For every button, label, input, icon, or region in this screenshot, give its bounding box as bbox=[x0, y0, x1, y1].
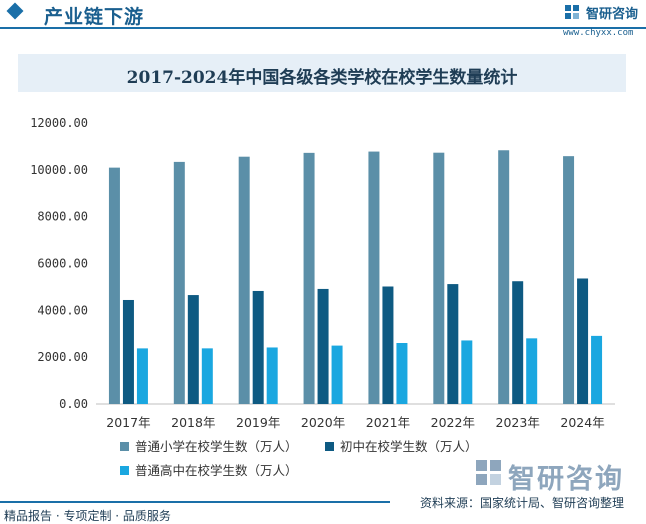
bar-series-2-1 bbox=[201, 348, 213, 404]
bar-series-0-6 bbox=[498, 150, 510, 404]
bar-series-2-2 bbox=[266, 347, 278, 404]
y-tick-label: 2000.00 bbox=[37, 350, 88, 364]
bar-series-2-0 bbox=[136, 348, 148, 404]
y-tick-label: 4000.00 bbox=[37, 303, 88, 317]
x-tick-label: 2019年 bbox=[236, 415, 280, 430]
bottom-brand-name: 智研咨询 bbox=[508, 464, 624, 495]
legend-swatch-middle bbox=[325, 442, 334, 451]
brand-mark-icon bbox=[476, 460, 501, 485]
bar-series-2-4 bbox=[396, 342, 408, 404]
legend-item-primary: 普通小学在校学生数（万人） bbox=[120, 436, 298, 455]
bar-series-0-1 bbox=[173, 161, 185, 404]
legend-label-middle: 初中在校学生数（万人） bbox=[340, 439, 478, 454]
x-tick-label: 2018年 bbox=[171, 415, 215, 430]
legend-label-primary: 普通小学在校学生数（万人） bbox=[135, 439, 298, 454]
bar-series-1-6 bbox=[512, 281, 524, 404]
legend-item-middle: 初中在校学生数（万人） bbox=[325, 436, 478, 455]
chart-title: 2017-2024年中国各级各类学校在校学生数量统计 bbox=[126, 68, 518, 88]
footer-tagline: 精品报告 · 专项定制 · 品质服务 bbox=[4, 509, 171, 523]
bar-series-0-0 bbox=[108, 167, 120, 404]
legend-swatch-high bbox=[120, 466, 129, 475]
x-tick-label: 2023年 bbox=[496, 415, 540, 430]
x-tick-label: 2022年 bbox=[431, 415, 475, 430]
bar-series-0-2 bbox=[238, 156, 250, 404]
brand-logo-icon bbox=[565, 5, 579, 19]
legend-swatch-primary bbox=[120, 442, 129, 451]
bar-series-2-6 bbox=[526, 338, 538, 404]
header-divider bbox=[0, 27, 646, 29]
bar-series-0-5 bbox=[433, 152, 445, 404]
brand-name: 智研咨询 bbox=[586, 7, 639, 22]
bar-series-2-3 bbox=[331, 345, 343, 404]
bar-series-0-7 bbox=[563, 156, 575, 404]
legend-label-high: 普通高中在校学生数（万人） bbox=[135, 463, 298, 478]
footer-source: 资料来源：国家统计局、智研咨询整理 bbox=[420, 496, 625, 510]
bar-series-1-1 bbox=[187, 295, 199, 404]
bar-series-2-7 bbox=[591, 335, 603, 404]
y-tick-label: 10000.00 bbox=[30, 163, 88, 177]
bar-series-1-7 bbox=[577, 278, 589, 404]
bar-series-0-3 bbox=[303, 152, 315, 404]
bar-series-1-0 bbox=[122, 299, 134, 404]
x-tick-label: 2021年 bbox=[366, 415, 410, 430]
footer-divider bbox=[0, 501, 390, 503]
bar-series-1-4 bbox=[382, 286, 394, 404]
y-tick-label: 6000.00 bbox=[37, 257, 88, 271]
bar-series-1-2 bbox=[252, 290, 264, 404]
bar-series-1-3 bbox=[317, 288, 329, 404]
y-tick-label: 8000.00 bbox=[37, 210, 88, 224]
x-tick-label: 2020年 bbox=[301, 415, 345, 430]
x-tick-label: 2017年 bbox=[106, 415, 150, 430]
x-tick-label: 2024年 bbox=[560, 415, 604, 430]
header: 产业链下游 智研咨询 www.chyxx.com bbox=[0, 0, 646, 38]
legend-item-high: 普通高中在校学生数（万人） bbox=[120, 460, 298, 479]
y-tick-label: 12000.00 bbox=[30, 116, 88, 130]
brand-url: www.chyxx.com bbox=[563, 28, 634, 38]
y-tick-label: 0.00 bbox=[59, 397, 88, 411]
bar-series-2-5 bbox=[461, 340, 473, 404]
bar-series-1-5 bbox=[447, 284, 459, 404]
chart-title-band: 2017-2024年中国各级各类学校在校学生数量统计 bbox=[18, 54, 626, 92]
section-title: 产业链下游 bbox=[44, 6, 145, 28]
bar-series-0-4 bbox=[368, 151, 380, 404]
